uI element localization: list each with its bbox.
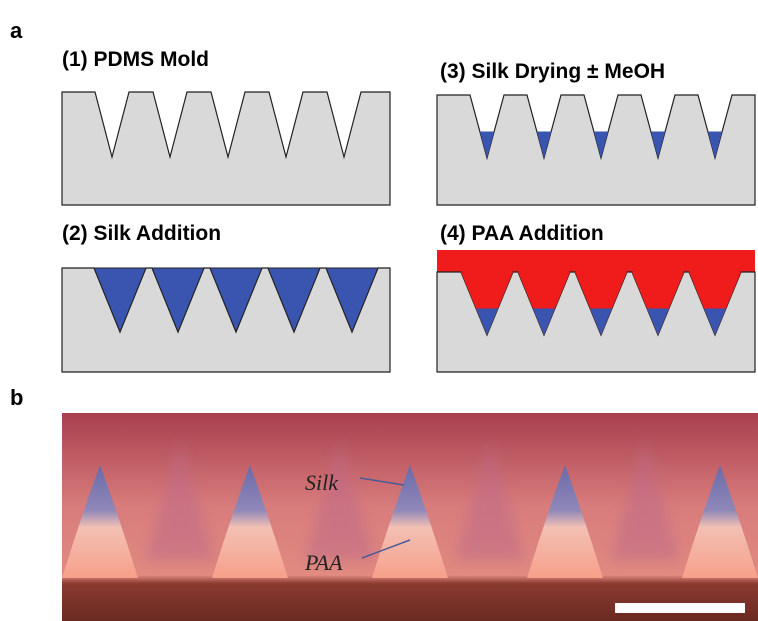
mold — [62, 92, 390, 205]
mold — [437, 95, 755, 205]
step-title: (2) Silk Addition — [62, 222, 221, 245]
step-title: (3) Silk Drying ± MeOH — [440, 60, 665, 83]
panel-label: b — [10, 385, 23, 410]
paa-layer — [437, 250, 755, 272]
photo — [62, 413, 758, 621]
scale-bar — [615, 603, 745, 613]
panel-label: a — [10, 18, 23, 43]
step-title: (1) PDMS Mold — [62, 48, 209, 71]
figure: a (1) PDMS Mold (2) Silk Addition (3) Si… — [0, 0, 758, 621]
annotation: PAA — [304, 550, 343, 575]
step-title: (4) PAA Addition — [440, 222, 604, 245]
annotation: Silk — [305, 470, 339, 495]
